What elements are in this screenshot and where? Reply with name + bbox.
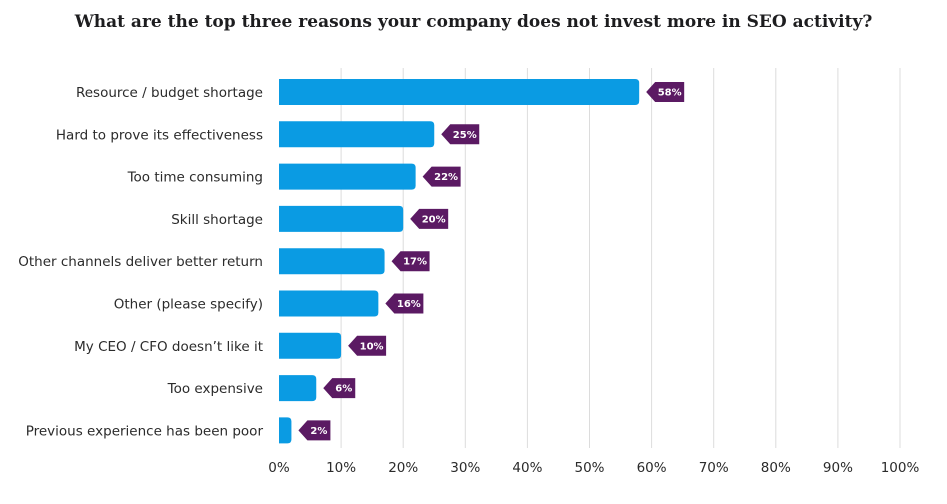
data-label-badge [422,166,461,187]
x-tick-label: 60% [637,460,667,476]
bar [279,79,640,105]
x-tick-label: 50% [574,460,604,476]
x-tick-label: 80% [761,460,791,476]
data-label: 16% [397,299,421,310]
category-label: Too time consuming [127,170,263,186]
bar [279,290,379,317]
x-tick-label: 0% [268,460,290,476]
data-label-badge [385,293,424,314]
x-tick-label: 30% [450,460,480,476]
x-tick-label: 10% [326,460,356,476]
x-tick-label: 20% [388,460,418,476]
x-axis-tick-labels: 0% 10% 20% 30% 40% 50% 60% 70% 80% 90% 100% [268,460,919,476]
bar [279,375,317,402]
data-label: 6% [335,384,352,395]
category-label: Other (please specify) [114,297,263,313]
x-tick-label: 70% [699,460,729,476]
x-tick-label: 40% [512,460,542,476]
category-label: Too expensive [167,381,263,397]
data-label: 10% [360,341,384,352]
bar [279,163,416,190]
category-label: Resource / budget shortage [76,85,263,101]
chart-title: What are the top three reasons your comp… [74,12,873,32]
bar [279,332,342,359]
bar [279,205,404,232]
data-label: 22% [434,172,458,183]
category-label: Skill shortage [171,212,263,228]
category-label: My CEO / CFO doesn’t like it [74,339,263,355]
data-label-badge [298,420,331,441]
data-label: 20% [422,214,446,225]
x-tick-label: 100% [881,460,920,476]
data-label: 17% [403,257,427,268]
x-tick-label: 90% [823,460,853,476]
bar [279,248,385,275]
bars [279,79,640,444]
data-label: 2% [310,426,327,437]
data-label-badge [410,208,449,229]
data-label-badge [323,378,356,399]
data-label: 58% [658,88,682,99]
category-label: Previous experience has been poor [26,423,264,439]
data-label: 25% [453,130,477,141]
category-label: Hard to prove its effectiveness [56,127,263,143]
bar [279,417,292,444]
category-label: Other channels deliver better return [18,254,263,270]
data-label-badge [646,82,685,102]
data-labels: 58% 25% 22% 20% 17% 16% 10% 6% 2% [298,82,685,441]
data-label-badge [441,124,480,145]
category-labels: Resource / budget shortage Hard to prove … [18,85,263,439]
data-label-badge [391,251,430,272]
bar [279,121,435,148]
data-label-badge [348,335,387,356]
